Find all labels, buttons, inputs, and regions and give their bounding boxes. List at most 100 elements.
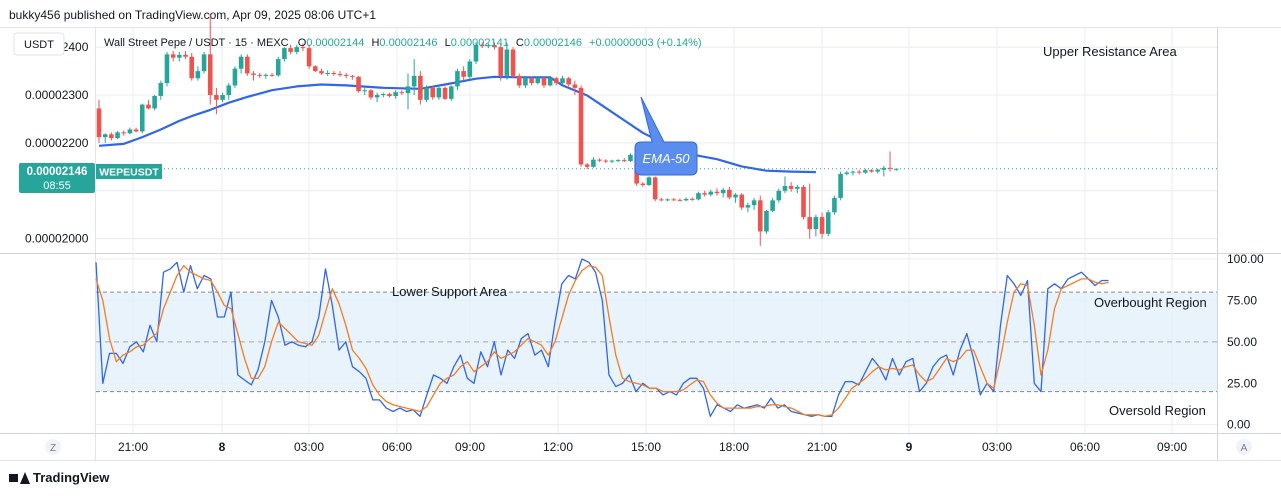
candle bbox=[875, 168, 880, 174]
candle-body bbox=[201, 54, 207, 72]
candle-body bbox=[275, 59, 281, 76]
candle bbox=[362, 87, 368, 96]
candle bbox=[572, 80, 578, 96]
candle-body bbox=[146, 104, 151, 109]
candle-body bbox=[387, 94, 392, 96]
price-badge-box bbox=[19, 163, 95, 193]
candle-body bbox=[516, 75, 522, 86]
candle bbox=[207, 13, 213, 105]
candle bbox=[232, 66, 238, 88]
candle-body bbox=[343, 74, 349, 76]
candle bbox=[479, 42, 485, 49]
ema-callout[interactable]: EMA-50 bbox=[634, 96, 698, 176]
currency-button[interactable] bbox=[13, 32, 65, 56]
candle bbox=[788, 182, 794, 192]
candle bbox=[622, 158, 627, 163]
candle-body bbox=[529, 78, 534, 84]
candle-body bbox=[757, 200, 763, 232]
candle-body bbox=[591, 159, 596, 167]
candle-body bbox=[751, 200, 757, 206]
tradingview-logo-icon bbox=[9, 471, 30, 484]
z-button-label: Z bbox=[50, 443, 56, 454]
stochastic-k-line bbox=[95, 258, 1109, 418]
candle bbox=[677, 198, 683, 202]
candle-body bbox=[671, 199, 677, 201]
candle bbox=[751, 197, 757, 210]
ema-callout-label: EMA-50 bbox=[643, 151, 691, 166]
candle bbox=[745, 202, 751, 213]
candle-body bbox=[696, 193, 701, 200]
candle bbox=[591, 157, 596, 168]
stoch-tick-label: 100.00 bbox=[1227, 252, 1264, 266]
candle-body bbox=[362, 90, 368, 92]
price-change: +0.00000003 (+0.14%) bbox=[589, 37, 702, 49]
candle-body bbox=[844, 172, 850, 175]
candle-body bbox=[702, 193, 707, 195]
ohlc-open-key: O bbox=[298, 37, 307, 49]
candle-body bbox=[133, 129, 139, 132]
candle-body bbox=[245, 56, 250, 74]
time-axis: 21:00 8 03:00 06:00 09:00 12:00 15:00 18:00 21:0… bbox=[118, 440, 1187, 454]
candle bbox=[245, 54, 250, 76]
candle-body bbox=[257, 74, 262, 76]
candle-body bbox=[405, 86, 411, 94]
tradingview-brand[interactable]: TradingView bbox=[9, 470, 109, 485]
time-tick-label: 06:00 bbox=[1070, 440, 1100, 454]
candle bbox=[170, 50, 176, 62]
candle bbox=[615, 159, 621, 163]
candle bbox=[350, 74, 355, 80]
candle bbox=[337, 71, 343, 77]
candle bbox=[659, 197, 664, 202]
candle bbox=[757, 195, 763, 246]
svg-text:Wall Street Pepe / USDT · 15 ·: Wall Street Pepe / USDT · 15 · MEXC O0.0… bbox=[104, 37, 702, 49]
candle bbox=[498, 44, 503, 81]
candle bbox=[856, 169, 862, 175]
candle-body bbox=[127, 129, 133, 134]
candle-body bbox=[269, 74, 275, 76]
candle bbox=[795, 185, 800, 194]
ticker-badge-box bbox=[96, 164, 162, 179]
candle-body bbox=[881, 167, 887, 170]
ohlc-close-key: C bbox=[516, 37, 524, 49]
ticker-badge-label: WEPEUSDT bbox=[99, 167, 159, 179]
candle bbox=[807, 183, 812, 239]
ohlc-low-key: L bbox=[445, 37, 451, 49]
auto-scale-z-button[interactable]: Z bbox=[45, 439, 61, 455]
candle-body bbox=[714, 191, 720, 194]
candle bbox=[380, 92, 386, 98]
candle bbox=[696, 191, 701, 201]
candle bbox=[510, 47, 516, 79]
candle-body bbox=[195, 71, 201, 79]
candle-body bbox=[689, 198, 695, 200]
ema-callout-bubble bbox=[634, 96, 698, 176]
candle bbox=[139, 103, 145, 134]
candle-body bbox=[350, 75, 355, 77]
stoch-tick-label: 0.00 bbox=[1227, 418, 1251, 432]
candle-body bbox=[164, 54, 170, 84]
candle-body bbox=[603, 160, 609, 162]
candle-body bbox=[523, 78, 528, 86]
candle bbox=[554, 76, 559, 86]
candle-body bbox=[486, 45, 491, 47]
time-tick-label: 09:00 bbox=[455, 440, 485, 454]
candle bbox=[325, 70, 330, 76]
candle-body bbox=[609, 160, 615, 162]
candle-body bbox=[856, 171, 862, 173]
price-tick-label: 0.00002200 bbox=[25, 136, 89, 150]
candle-body bbox=[825, 212, 831, 234]
lower-support-label: Lower Support Area bbox=[392, 284, 508, 299]
candle-body bbox=[436, 87, 442, 98]
candle-body bbox=[306, 48, 312, 67]
time-tick-label: 06:00 bbox=[382, 440, 412, 454]
candle-body bbox=[319, 71, 324, 74]
candle bbox=[269, 73, 275, 77]
candle bbox=[238, 54, 244, 74]
candle-body bbox=[819, 217, 825, 234]
candle bbox=[177, 51, 182, 62]
auto-scale-a-button[interactable]: A bbox=[1236, 439, 1252, 455]
candle bbox=[473, 42, 479, 64]
candle bbox=[195, 66, 201, 81]
candle-body bbox=[380, 94, 386, 96]
